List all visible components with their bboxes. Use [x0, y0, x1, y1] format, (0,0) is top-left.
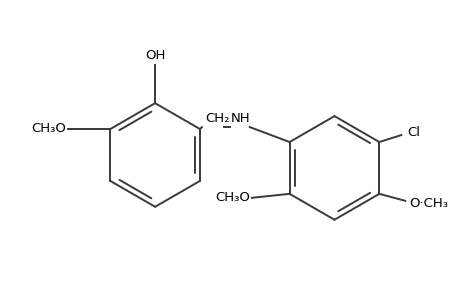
Text: OH: OH [145, 49, 165, 62]
Text: NH: NH [230, 112, 250, 125]
Text: CH₃O: CH₃O [214, 191, 249, 204]
Text: CH₂: CH₂ [205, 112, 229, 125]
Text: CH₃O: CH₃O [32, 122, 66, 135]
Text: O·CH₃: O·CH₃ [409, 197, 447, 210]
Text: Cl: Cl [406, 126, 420, 139]
